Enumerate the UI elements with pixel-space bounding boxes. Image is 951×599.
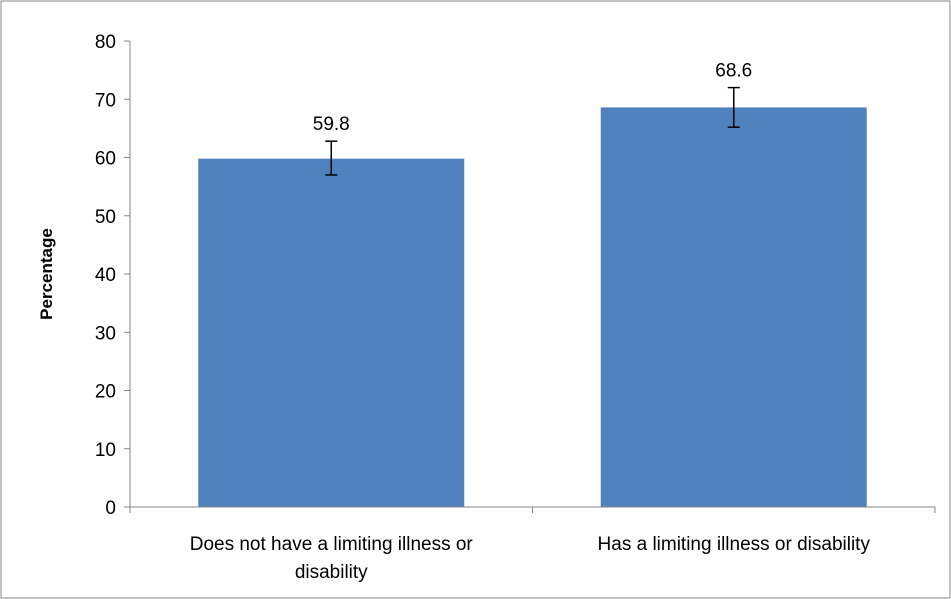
- y-tick-label: 0: [105, 498, 116, 519]
- x-category-label: disability: [295, 562, 368, 583]
- bar: [600, 107, 867, 507]
- x-category-label: Has a limiting illness or disability: [598, 534, 871, 555]
- y-tick-label: 10: [95, 440, 116, 461]
- y-tick-label: 40: [95, 265, 116, 286]
- y-tick-label: 60: [95, 149, 116, 170]
- bar: [198, 158, 465, 508]
- y-axis-title: Percentage: [37, 228, 56, 320]
- y-tick-label: 30: [95, 323, 116, 344]
- y-tick-label: 50: [95, 207, 116, 228]
- y-tick-label: 70: [95, 90, 116, 111]
- y-tick-label: 80: [95, 32, 116, 53]
- x-category-label: Does not have a limiting illness or: [190, 534, 474, 555]
- y-tick-label: 20: [95, 382, 116, 403]
- data-label: 59.8: [313, 114, 350, 135]
- data-label: 68.6: [715, 61, 752, 82]
